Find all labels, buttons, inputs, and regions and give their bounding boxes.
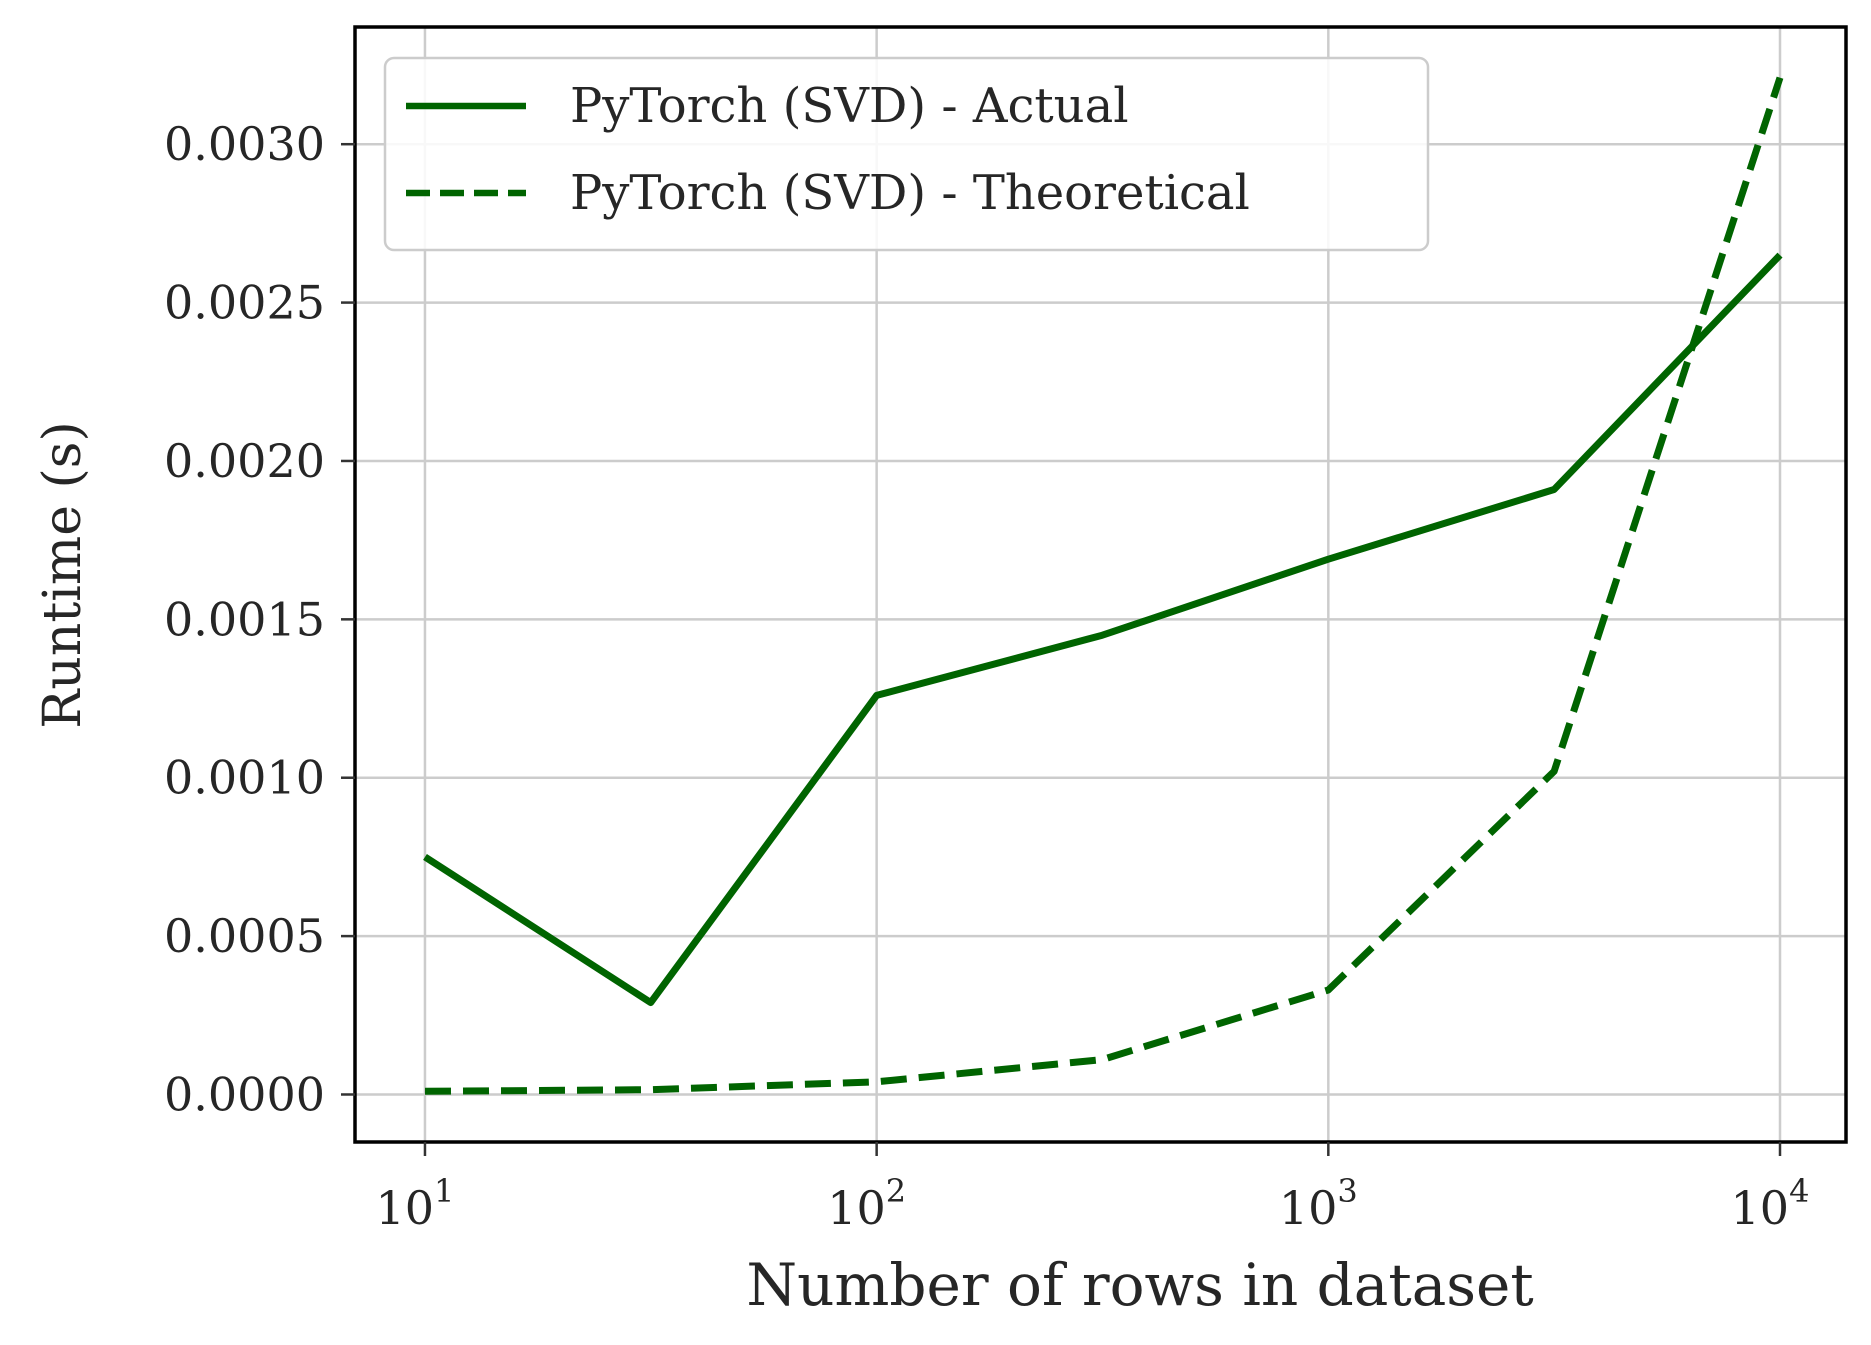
y-tick-label: 0.0000 — [164, 1067, 325, 1121]
y-tick-label: 0.0025 — [164, 276, 325, 330]
x-tick-label: 102 — [827, 1172, 906, 1235]
x-tick-label: 103 — [1279, 1172, 1358, 1235]
legend-box — [383, 56, 1430, 252]
series-lines — [423, 76, 1784, 1095]
x-axis: 101 102 103 104 — [376, 1142, 1810, 1235]
y-tick-label: 0.0030 — [164, 117, 325, 171]
series-line-theoretical — [424, 76, 1784, 1095]
y-tick-label: 0.0005 — [164, 909, 325, 963]
x-tick-label: 101 — [376, 1172, 455, 1235]
legend-label-theoretical: PyTorch (SVD) - Theoretical — [570, 165, 1250, 221]
y-axis: 0.0000 0.0005 0.0010 0.0015 0.0020 0.0025 0.00… — [164, 117, 355, 1121]
series-line-actual — [423, 252, 1783, 1007]
y-tick-label: 0.0010 — [164, 751, 325, 805]
x-tick-label: 104 — [1731, 1172, 1810, 1235]
legend: PyTorch (SVD) - Actual PyTorch (SVD) - T… — [383, 56, 1430, 252]
plot-frame — [353, 25, 1848, 1144]
legend-label-actual: PyTorch (SVD) - Actual — [570, 78, 1129, 134]
x-axis-title: Number of rows in dataset — [746, 1251, 1533, 1319]
y-tick-label: 0.0020 — [164, 434, 325, 488]
y-tick-label: 0.0015 — [164, 592, 325, 646]
y-axis-title: Runtime (s) — [33, 421, 93, 729]
